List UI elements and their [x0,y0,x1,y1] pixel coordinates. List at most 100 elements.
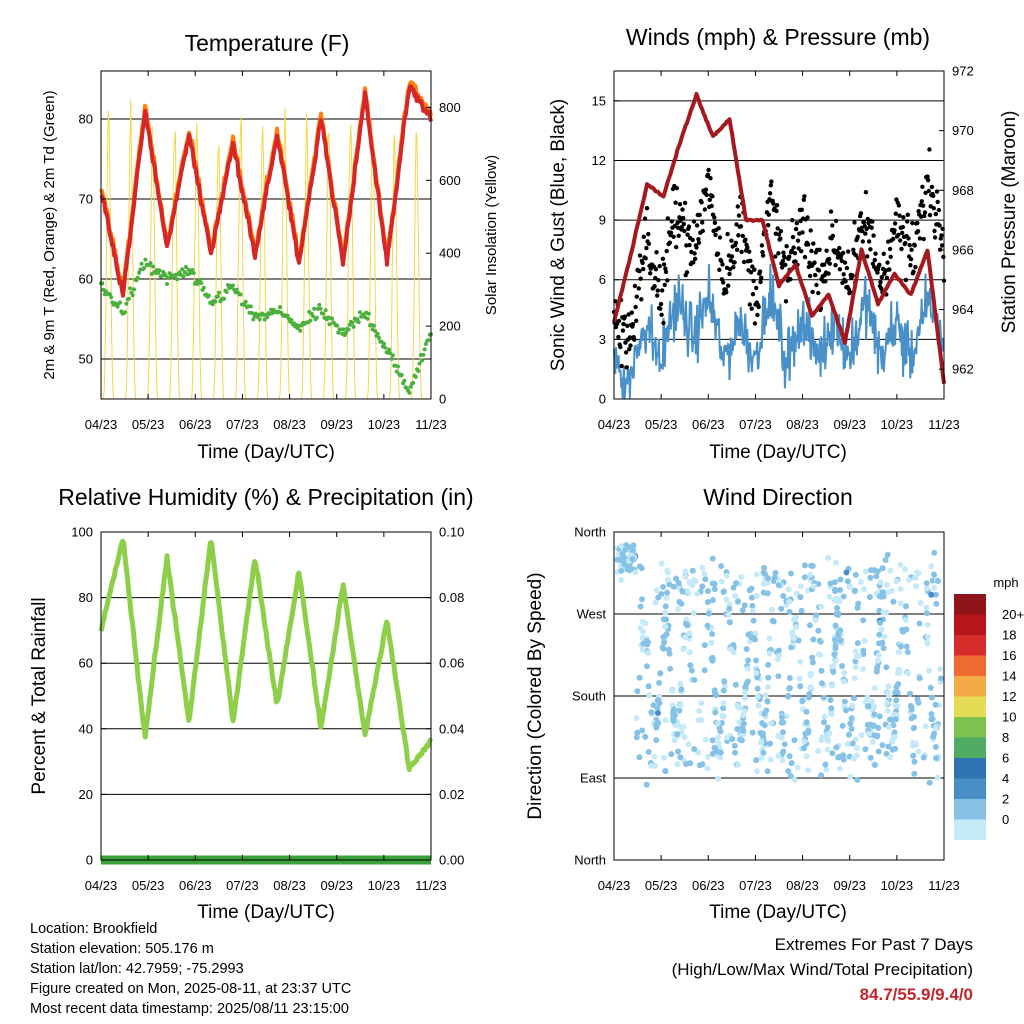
dewpoint-point [413,374,418,379]
gust-point [662,282,667,288]
gust-point [652,284,657,289]
humidity-x-tick-label: 11/23 [415,878,447,893]
winds-x-ticks: 04/23 05/23 06/23 07/23 08/23 09/23 10/23 11/23 [598,71,960,432]
direction-point [844,578,851,585]
gust-point [660,288,665,293]
dewpoint-point [375,331,380,336]
direction-point [675,579,682,586]
direction-point [704,599,711,606]
location-text: Location: Brookfield [30,921,158,937]
direction-point [643,781,650,788]
humidity-x-tick-label: 04/23 [85,878,118,893]
direction-point [843,707,849,714]
direction-point [743,646,750,653]
direction-plot-area [614,542,944,788]
gust-point [626,312,631,317]
direction-point [879,565,886,572]
direction-point [795,637,802,644]
gust-point [727,267,733,272]
gust-point [925,178,931,183]
gust-point [739,249,744,255]
gust-point [807,273,813,279]
dewpoint-point [137,270,142,275]
gust-point [927,147,932,152]
direction-point [917,600,924,606]
legend-label: 14 [1002,669,1016,684]
direction-point [651,753,658,760]
gust-point [748,258,753,263]
gust-point [837,245,842,251]
gust-point [696,237,701,242]
direction-point [709,597,716,604]
direction-point [886,724,893,731]
gust-point [769,179,774,184]
gust-point [921,236,926,242]
gust-point [674,186,679,191]
direction-point [840,756,847,763]
humidity-y-tick-label: 100 [71,525,93,540]
direction-point [876,713,883,720]
gust-point [827,261,832,266]
direction-point [705,610,712,617]
legend-swatch [954,614,986,635]
gust-point [658,306,663,311]
winds-panel: Winds (mph) & Pressure (mb) 04/23 05/23 06… [548,24,1020,463]
direction-y-label-left: Direction (Colored By Speed) [525,572,546,819]
direction-point [907,690,913,697]
direction-point [851,675,858,682]
humidity-y-tick-label: 80 [79,590,93,605]
winds-y-label-right: Station Pressure (Maroon) [999,111,1020,334]
dewpoint-point [366,311,371,316]
gust-point [896,232,901,238]
direction-point [840,593,847,600]
direction-point [786,675,793,681]
direction-point [832,622,839,629]
direction-point [643,637,650,644]
rh-line [98,538,434,773]
direction-point [761,570,768,577]
humidity-yr-tick-label: 0.00 [439,853,464,868]
direction-point [913,583,920,590]
direction-point [683,616,690,623]
winds-x-tick-label: 09/23 [833,417,866,432]
gust-point [901,215,906,220]
gust-point [861,219,867,225]
direction-point [860,665,866,672]
gust-point [781,250,786,255]
dewpoint-point [180,267,185,272]
gust-point [681,215,686,221]
direction-point [867,754,874,761]
direction-point [785,586,792,593]
gust-point [668,230,674,235]
gust-point [799,207,804,212]
direction-point [653,737,660,744]
gust-point [792,251,798,256]
gust-point [912,243,917,248]
gust-point [646,241,652,246]
dewpoint-point [355,317,360,322]
direction-point [786,685,793,691]
direction-point [843,569,850,576]
gust-point [734,247,740,252]
gust-point [833,218,839,224]
direction-point [844,741,851,748]
direction-point [899,626,906,633]
dewpoint-point [356,320,361,325]
gust-point [624,365,629,370]
temperature-x-tick-label: 04/23 [85,417,118,432]
direction-point [810,583,817,590]
gust-point [842,260,848,265]
gust-point [776,232,782,237]
dewpoint-point [346,327,351,332]
gust-point [775,226,780,231]
dewpoint-point [224,290,229,294]
direction-point [818,737,825,744]
gust-point [887,246,893,252]
direction-point [732,749,739,756]
gust-point [665,216,671,221]
gust-point [747,249,752,254]
direction-point [840,678,847,685]
direction-point [720,687,727,694]
direction-point [639,646,646,653]
direction-point [924,621,931,628]
